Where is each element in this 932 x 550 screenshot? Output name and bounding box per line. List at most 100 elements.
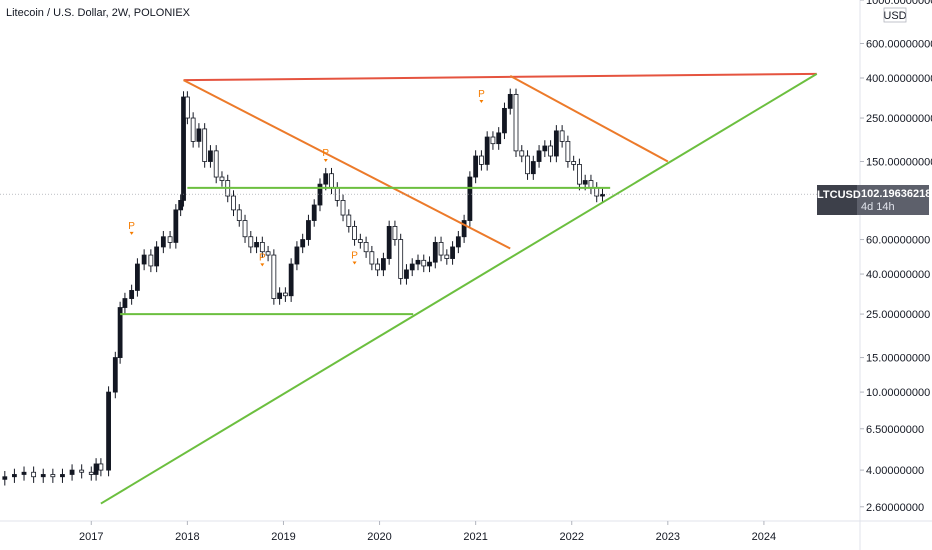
candle-body (21, 471, 27, 475)
candle-body (455, 236, 461, 248)
pivot-label: P (478, 89, 485, 100)
price-tick-label: 25.00000000 (866, 309, 930, 321)
candle-body (415, 259, 421, 265)
candle-body (236, 209, 242, 221)
candle-body (519, 150, 525, 157)
candle-body (112, 357, 118, 393)
candle-body (181, 96, 186, 201)
candle-body (141, 254, 147, 265)
pivot-markers: P P P P P (128, 89, 485, 267)
candle-body (117, 307, 123, 358)
candle-body (122, 298, 128, 308)
candle-body (502, 107, 507, 134)
candle-body (213, 150, 219, 178)
price-axis-bg (860, 0, 932, 550)
candle-body (409, 263, 415, 271)
candle-body (346, 214, 352, 227)
candle-body (259, 242, 265, 253)
trend-lines (100, 72, 818, 505)
candle-body (467, 176, 473, 221)
price-tick-label: 400.00000000 (866, 73, 932, 85)
candle-body (542, 145, 548, 152)
candle-body (219, 176, 225, 181)
price-tick-label: 250.00000000 (866, 113, 932, 125)
time-axis[interactable]: 2017 2018 2019 2020 2021 2022 2023 2024 (79, 521, 776, 543)
trend-line-green (100, 73, 818, 505)
candle-body (444, 254, 450, 259)
time-tick-label: 2022 (559, 531, 583, 543)
candle-body (421, 259, 427, 267)
price-tick-label: 4.00000000 (866, 465, 924, 477)
candle-body (392, 226, 398, 240)
price-tick-label: 600.00000000 (866, 38, 932, 50)
price-axis[interactable]: 1000.00000000 600.00000000 400.00000000 250… (860, 0, 932, 514)
candle-body (496, 132, 502, 145)
pivot-arrow (323, 159, 328, 163)
candle-body (98, 463, 104, 471)
pivot-label: P (351, 251, 358, 262)
price-tick-label: 10.00000000 (866, 387, 930, 399)
candle-body (513, 93, 519, 152)
candle-body (357, 239, 363, 243)
candle-body (352, 226, 357, 240)
price-tick-label: 2.60000000 (866, 502, 924, 514)
chart-title: Litecoin / U.S. Dollar, 2W, POLONIEX (6, 7, 191, 19)
candle-body (461, 220, 467, 238)
candle-body (306, 220, 311, 240)
trend-line-red (183, 72, 817, 82)
candle-body (129, 290, 135, 299)
candle-body (536, 150, 542, 162)
last-price-symbol: LTCUSD (817, 185, 861, 215)
price-tick-label: 40.00000000 (866, 269, 930, 281)
pivot-arrow (352, 261, 357, 265)
candle-body (190, 117, 196, 142)
candle-body (248, 236, 254, 248)
candle-body (490, 136, 496, 145)
candle-body (50, 474, 56, 478)
time-tick-label: 2018 (175, 531, 199, 543)
candle-body (530, 161, 536, 175)
candles (2, 88, 605, 486)
pivot-arrow (129, 231, 134, 235)
candle-body (582, 180, 588, 185)
candle-body (40, 474, 46, 478)
pivot-arrow (479, 100, 484, 104)
candle-body (277, 292, 283, 299)
candle-body (386, 226, 392, 259)
trend-line-orange (183, 79, 511, 250)
candle-body (167, 236, 173, 243)
price-tick-label: 6.50000000 (866, 424, 924, 436)
candle-body (300, 239, 306, 248)
candle-body (323, 173, 329, 185)
candle-body (12, 474, 17, 478)
candle-body (242, 220, 248, 238)
pivot-label: P (259, 252, 266, 263)
price-tick-label: 150.00000000 (866, 157, 932, 169)
price-tick-label: 1000.00000000 (866, 0, 932, 7)
candle-body (202, 128, 208, 162)
last-price-label: LTCUSD 102.19636218 4d 14h (817, 185, 931, 215)
bar-countdown: 4d 14h (861, 201, 895, 213)
candle-body (106, 391, 111, 471)
trend-line-orange (509, 75, 669, 163)
pivot-label: P (322, 148, 329, 159)
candle-body (254, 242, 259, 248)
candle-body (548, 145, 553, 157)
pivot-arrow (260, 263, 265, 267)
candle-body (231, 195, 236, 211)
time-tick-label: 2023 (656, 531, 680, 543)
candle-body (282, 292, 288, 297)
candle-body (432, 242, 438, 263)
candle-body (31, 471, 37, 478)
candle-body (196, 128, 202, 142)
candle-body (184, 96, 190, 119)
pivot-label: P (128, 221, 135, 232)
time-tick-label: 2017 (79, 531, 103, 543)
candle-body (594, 187, 600, 197)
candle-body (178, 200, 184, 211)
time-tick-label: 2020 (367, 531, 391, 543)
candle-body (600, 193, 605, 197)
candle-body (329, 173, 334, 189)
currency-label[interactable]: USD (883, 10, 906, 22)
